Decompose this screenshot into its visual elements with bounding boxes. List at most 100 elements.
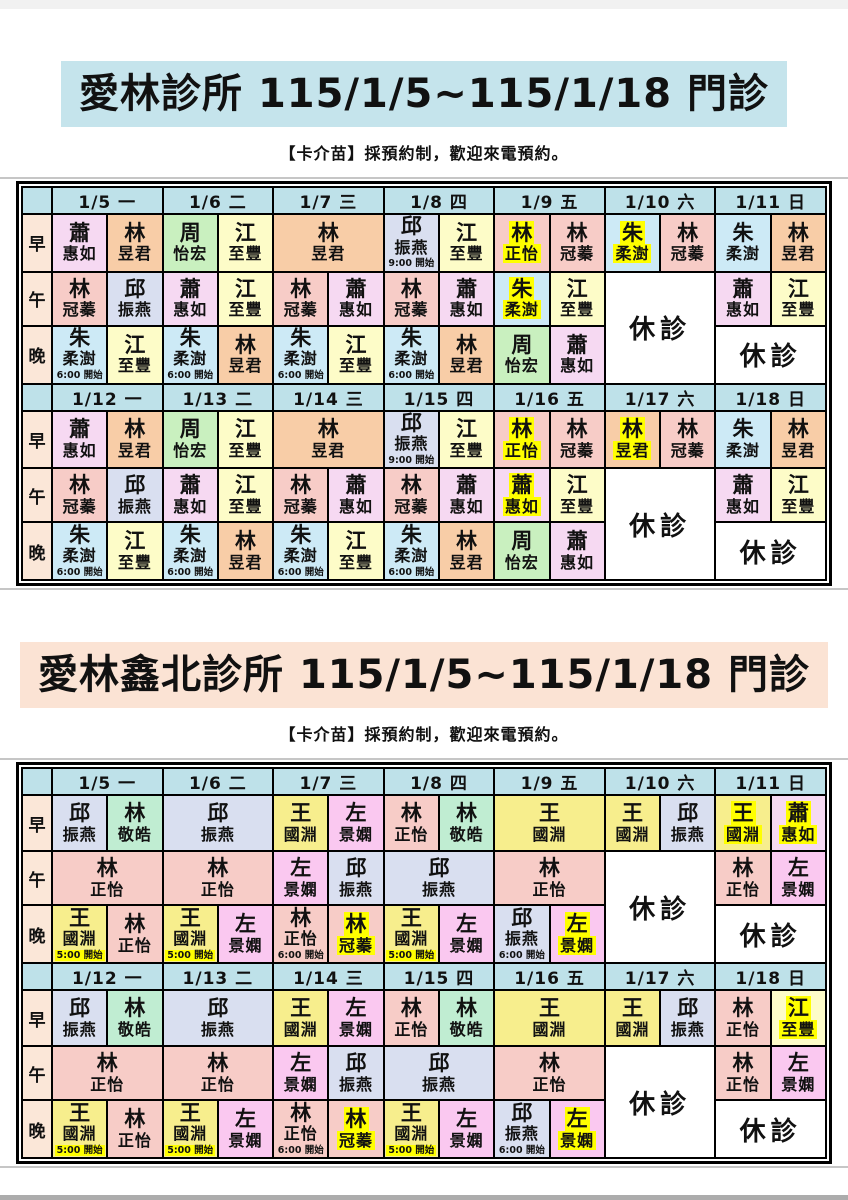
doctor-surname: 蕭 (785, 801, 811, 826)
page-divider-line (0, 177, 848, 179)
doctor-surname: 朱 (69, 522, 91, 547)
doctor-cell: 王國淵 (272, 794, 330, 853)
schedule-row: 晚王國淵 5:00 開始林正怡王國淵 5:00 開始左景嫻林正怡 6:00 開始林冠蓁… (21, 904, 827, 965)
doctor-given-name: 敬皓 (449, 824, 484, 844)
doctor-surname: 江 (345, 332, 367, 357)
doctor-given-name: 景嫻 (449, 1130, 484, 1150)
doctor-given-name: 怡宏 (173, 244, 208, 264)
schedule-row: 午林正怡林正怡左景嫻邱振燕邱振燕林正怡 休診林正怡左景嫻 (21, 850, 828, 965)
time-label-cell: 晚 (21, 1099, 53, 1160)
doctor-cell: 林冠蓁 (382, 270, 440, 327)
page-divider-line (0, 588, 848, 591)
doctor-cell: 蕭惠如 (437, 467, 496, 524)
doctor-cell: 朱柔澍 (493, 270, 551, 327)
clinic-subtitle: 【卡介苗】採預約制，歡迎來電預約。 (279, 144, 569, 163)
doctor-surname: 朱 (290, 325, 312, 350)
doctor-given-name: 冠蓁 (337, 1130, 376, 1150)
doctor-surname: 左 (564, 1107, 590, 1132)
doctor-surname: 王 (400, 1100, 422, 1125)
doctor-surname: 周 (511, 529, 533, 554)
doctor-given-name: 昱君 (117, 244, 152, 264)
time-label-cell: 午 (21, 850, 53, 907)
doctor-cell: 林昱君 (106, 409, 164, 470)
doctor-surname: 邱 (511, 1100, 533, 1125)
doctor-surname: 林 (732, 856, 754, 881)
closed-cell: 休診 (603, 467, 717, 582)
doctor-cell: 朱柔澍 6:00 開始 (272, 324, 330, 385)
doctor-surname: 林 (509, 417, 535, 442)
doctor-surname: 朱 (69, 325, 91, 350)
doctor-surname: 林 (124, 801, 146, 826)
schedule-table-zone: 1/5 一 1/6 二 1/7 三 1/8 四 1/9 五 1/10 六 1/11 日早邱振… (0, 758, 848, 1169)
time-label-cell: 晚 (21, 521, 53, 582)
doctor-given-name: 振燕 (670, 1019, 705, 1039)
doctor-cell: 江至豐 (548, 270, 606, 327)
doctor-surname: 邱 (124, 276, 146, 301)
doctor-cell: 蕭惠如 (493, 467, 551, 524)
doctor-surname: 左 (787, 1051, 809, 1076)
doctor-cell: 林敬皓 (106, 989, 164, 1048)
doctor-given-name: 冠蓁 (394, 496, 429, 516)
doctor-surname: 邱 (69, 996, 91, 1021)
doctor-cell: 左景嫻 (327, 794, 385, 853)
table-frame: 1/5 一 1/6 二 1/7 三 1/8 四 1/9 五 1/10 六 1/11 日早蕭惠… (16, 181, 832, 587)
table-frame: 1/5 一 1/6 二 1/7 三 1/8 四 1/9 五 1/10 六 1/11 日早邱振… (16, 762, 832, 1165)
start-time-note: 6:00 開始 (277, 949, 324, 961)
doctor-cell: 邱振燕 9:00 開始 (382, 409, 440, 470)
doctor-surname: 朱 (619, 220, 645, 245)
doctor-cell: 林正怡 (493, 213, 551, 273)
start-time-note: 6:00 開始 (167, 566, 214, 578)
doctor-given-name: 至豐 (117, 552, 152, 572)
doctor-cell: 左景嫻 (437, 1099, 496, 1160)
doctor-surname: 王 (730, 801, 756, 826)
doctor-cell: 王國淵 5:00 開始 (161, 904, 219, 965)
doctor-given-name: 景嫻 (558, 1130, 597, 1150)
doctor-given-name: 正怡 (283, 929, 318, 949)
doctor-cell: 邱振燕 6:00 開始 (493, 904, 551, 965)
doctor-given-name: 景嫻 (781, 1074, 816, 1094)
doctor-given-name: 振燕 (421, 1074, 456, 1094)
doctor-surname: 林 (456, 801, 478, 826)
doctor-cell: 王國淵 5:00 開始 (161, 1099, 219, 1160)
doctor-surname: 林 (96, 856, 118, 881)
doctor-cell: 左景嫻 (272, 1045, 330, 1102)
doctor-surname: 蕭 (732, 473, 754, 498)
doctor-surname: 蕭 (69, 220, 91, 245)
doctor-given-name: 惠如 (779, 824, 818, 844)
doctor-surname: 林 (677, 417, 699, 442)
start-time-note: 9:00 開始 (388, 258, 435, 270)
time-label-cell: 晚 (21, 904, 53, 965)
doctor-surname: 邱 (677, 996, 699, 1021)
doctor-surname: 王 (400, 905, 422, 930)
doctor-given-name: 柔澍 (173, 349, 208, 369)
doctor-surname: 蕭 (566, 332, 588, 357)
doctor-cell: 江至豐 (106, 521, 164, 582)
doctor-cell: 林昱君 (272, 213, 385, 273)
doctor-given-name: 至豐 (228, 244, 263, 264)
doctor-given-name: 正怡 (394, 824, 429, 844)
doctor-cell: 江至豐 (216, 467, 275, 524)
doctor-surname: 江 (234, 473, 256, 498)
doctor-cell: 蕭惠如 (548, 521, 606, 582)
doctor-given-name: 昱君 (311, 440, 346, 460)
doctor-cell: 林昱君 (603, 409, 662, 470)
start-time-note: 5:00 開始 (386, 949, 437, 961)
doctor-surname: 林 (456, 529, 478, 554)
schedule-table: 1/5 一 1/6 二 1/7 三 1/8 四 1/9 五 1/10 六 1/11 日早蕭惠… (21, 186, 828, 582)
doctor-cell: 蕭惠如 (161, 467, 219, 524)
doctor-given-name: 至豐 (228, 496, 263, 516)
doctor-surname: 蕭 (456, 276, 478, 301)
day-header-cell: 1/12 一 (51, 382, 164, 412)
doctor-surname: 林 (787, 220, 809, 245)
doctor-given-name: 振燕 (504, 929, 539, 949)
closed-cell: 休診 (714, 324, 827, 385)
doctor-given-name: 至豐 (560, 496, 595, 516)
doctor-surname: 林 (290, 905, 312, 930)
doctor-cell: 林正怡 (493, 1045, 606, 1102)
doctor-cell: 林冠蓁 (327, 904, 385, 965)
doctor-given-name: 冠蓁 (62, 300, 97, 320)
doctor-given-name: 振燕 (394, 237, 429, 257)
doctor-given-name: 景嫻 (283, 1074, 318, 1094)
day-header-cell: 1/13 二 (161, 962, 275, 992)
doctor-surname: 王 (290, 801, 312, 826)
